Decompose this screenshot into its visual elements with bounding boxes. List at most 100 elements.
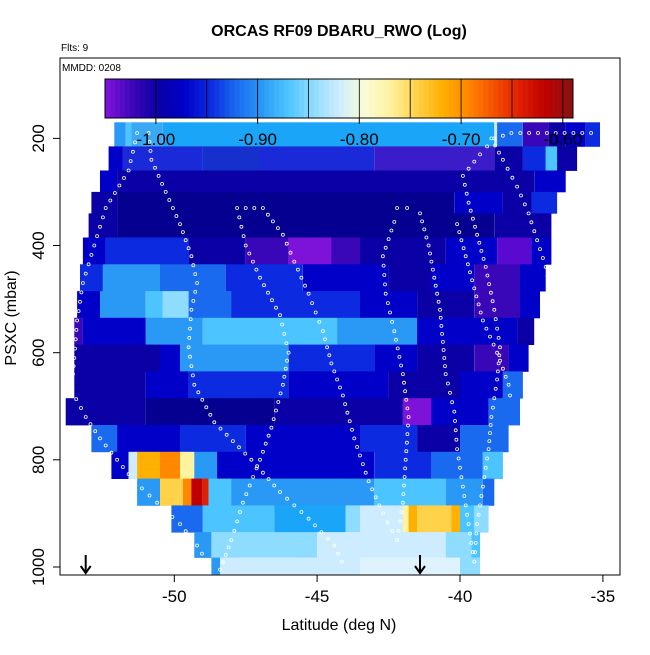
heatmap-cell	[446, 479, 483, 506]
colorbar-swatch	[125, 79, 130, 118]
heatmap-cell	[203, 479, 209, 506]
colorbar-swatch	[229, 79, 234, 118]
heatmap-cell	[183, 479, 192, 506]
colorbar-swatch	[140, 79, 145, 118]
colorbar-swatch	[344, 79, 349, 118]
heatmap-cell	[117, 192, 454, 214]
colorbar-swatch	[115, 79, 120, 118]
colorbar-swatch	[160, 79, 165, 118]
colorbar-swatch	[329, 79, 334, 118]
colorbar-swatch	[483, 79, 488, 118]
colorbar-swatch	[493, 79, 498, 118]
colorbar-swatch	[249, 79, 254, 118]
heatmap-cell	[171, 505, 202, 532]
colorbar-tick-label: -1.00	[137, 130, 176, 149]
heatmap-cell	[474, 505, 488, 532]
heatmap-cell	[89, 213, 118, 238]
heatmap-cell	[211, 558, 220, 575]
colorbar-swatch	[384, 79, 389, 118]
colorbar-swatch	[195, 79, 200, 118]
heatmap-cell	[146, 291, 163, 318]
colorbar-swatch	[424, 79, 429, 118]
heatmap-cell	[557, 146, 577, 171]
heatmap-cell	[531, 238, 551, 265]
heatmap-cell	[403, 505, 409, 532]
heatmap-cell	[180, 452, 194, 479]
heatmap-cell	[446, 238, 497, 265]
colorbar-swatch	[220, 79, 225, 118]
y-tick-label: 400	[29, 231, 48, 259]
heatmap-cell	[586, 122, 600, 147]
colorbar-swatch	[205, 79, 210, 118]
heatmap-cell	[189, 291, 232, 318]
colorbar-swatch	[135, 79, 140, 118]
colorbar-swatch	[334, 79, 339, 118]
heatmap-cell	[194, 452, 217, 479]
heatmap-cell	[160, 479, 183, 506]
colorbar-swatch	[294, 79, 299, 118]
colorbar-tick-label: -0.60	[543, 130, 582, 149]
colorbar-swatch	[478, 79, 483, 118]
heatmap-cell	[91, 425, 117, 452]
colorbar-swatch	[309, 79, 314, 118]
heatmap-cell	[160, 264, 226, 291]
colorbar-swatch	[110, 79, 115, 118]
heatmap-cell	[503, 192, 532, 214]
colorbar-swatch	[190, 79, 195, 118]
colorbar-swatch	[145, 79, 150, 118]
heatmap-cell	[109, 146, 123, 171]
heatmap-cell	[180, 345, 289, 372]
heatmap-cell	[374, 452, 431, 479]
colorbar-swatch	[419, 79, 424, 118]
colorbar-swatch	[359, 79, 364, 118]
y-tick-label: 1000	[29, 548, 48, 586]
colorbar-swatch	[553, 79, 558, 118]
colorbar-swatch	[488, 79, 493, 118]
heatmap-cell	[360, 505, 403, 532]
colorbar-tick-label: -0.70	[442, 130, 481, 149]
colorbar-swatch	[299, 79, 304, 118]
heatmap-cell	[83, 318, 146, 345]
colorbar-swatch	[374, 79, 379, 118]
x-tick-label: -35	[591, 587, 616, 606]
colorbar-swatch	[513, 79, 518, 118]
colorbar-swatch	[449, 79, 454, 118]
heatmap-cell	[100, 171, 117, 193]
colorbar-swatch	[210, 79, 215, 118]
heatmap-cell	[160, 345, 180, 372]
heatmap-cell	[226, 264, 303, 291]
heatmap-cell	[103, 264, 160, 291]
colorbar-swatch	[279, 79, 284, 118]
heatmap-cell	[274, 398, 403, 425]
heatmap-cell	[489, 398, 520, 425]
heatmap-cell	[417, 318, 517, 345]
colorbar-swatch	[444, 79, 449, 118]
colorbar-swatch	[429, 79, 434, 118]
colorbar-swatch	[439, 79, 444, 118]
heatmap-cell	[483, 479, 494, 506]
colorbar-swatch	[454, 79, 459, 118]
colorbar-swatch	[463, 79, 468, 118]
heatmap-cell	[517, 318, 534, 345]
heatmap-cell	[417, 425, 460, 452]
heatmap-cell	[303, 264, 389, 291]
y-tick-label: 800	[29, 446, 48, 474]
y-axis-label: PSXC (mbar)	[3, 270, 20, 365]
heatmap-cell	[180, 425, 246, 452]
colorbar-swatch	[339, 79, 344, 118]
colorbar-swatch	[165, 79, 170, 118]
heatmap-cell	[360, 425, 417, 452]
colorbar-swatch	[473, 79, 478, 118]
heatmap-cell	[460, 505, 474, 532]
colorbar-swatch	[234, 79, 239, 118]
colorbar-swatch	[150, 79, 155, 118]
heatmap-cell	[191, 479, 202, 506]
heatmap-cell	[246, 425, 360, 452]
colorbar-swatch	[414, 79, 419, 118]
heatmap-cell	[403, 398, 432, 425]
colorbar-swatch	[389, 79, 394, 118]
heatmap-cell	[100, 291, 146, 318]
colorbar-swatch	[319, 79, 324, 118]
